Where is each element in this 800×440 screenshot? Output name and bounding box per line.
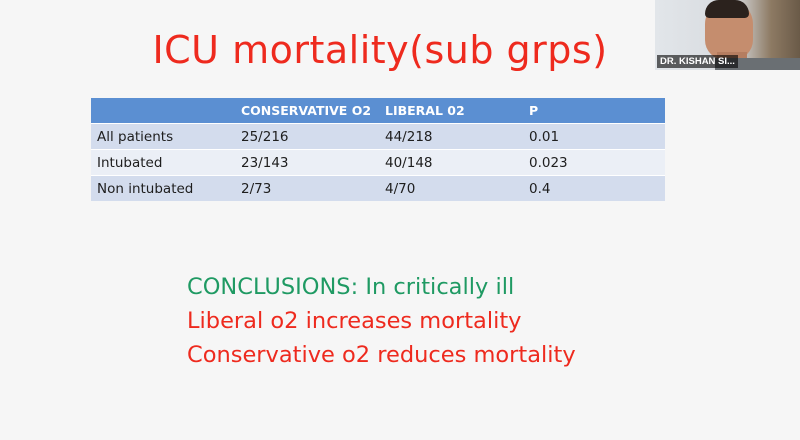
table-cell: 23/143 [235,149,379,176]
table-header-cell: P [523,98,665,124]
table-cell: 0.4 [523,175,665,201]
mortality-table: CONSERVATIVE O2 LIBERAL 02 P All patient… [91,98,665,201]
table-cell: 0.023 [523,149,665,176]
table-row: Intubated 23/143 40/148 0.023 [91,149,665,176]
participant-hair [705,0,749,18]
conclusion-line: Conservative o2 reduces mortality [187,342,576,368]
table-header-cell [91,98,235,124]
table-cell: Intubated [91,149,235,176]
participant-name-label: DR. KISHAN SI... [657,55,738,68]
table-cell: 2/73 [235,175,379,201]
table-header-cell: CONSERVATIVE O2 [235,98,379,124]
conclusions-block: CONCLUSIONS: In critically ill Liberal o… [187,270,576,372]
table-cell: 40/148 [379,149,523,176]
table-header-row: CONSERVATIVE O2 LIBERAL 02 P [91,98,665,124]
conclusion-line: Liberal o2 increases mortality [187,308,522,334]
table-row: All patients 25/216 44/218 0.01 [91,123,665,150]
table-header-cell: LIBERAL 02 [379,98,523,124]
slide-title: ICU mortality(sub grps) [152,28,608,72]
participant-video-tile[interactable]: DR. KISHAN SI... [655,0,800,70]
table-row: Non intubated 2/73 4/70 0.4 [91,175,665,201]
table-cell: 44/218 [379,123,523,150]
table-cell: 25/216 [235,123,379,150]
table-cell: 0.01 [523,123,665,150]
conclusion-heading: CONCLUSIONS: In critically ill [187,274,515,300]
table-cell: 4/70 [379,175,523,201]
table-cell: All patients [91,123,235,150]
table-cell: Non intubated [91,175,235,201]
